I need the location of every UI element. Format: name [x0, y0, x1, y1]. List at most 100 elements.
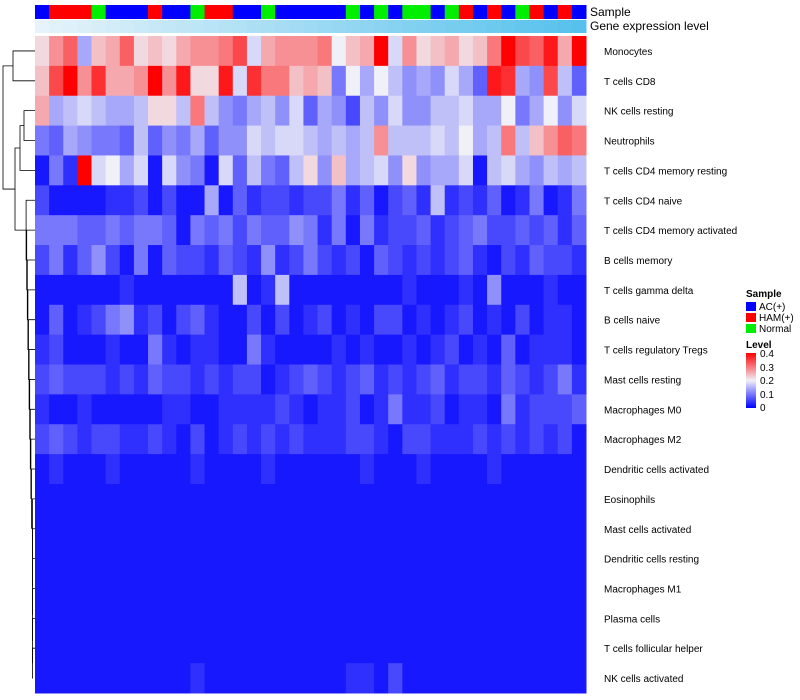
heatmap-cell — [148, 633, 163, 664]
heatmap-cell — [105, 36, 121, 67]
heatmap-cell — [515, 603, 530, 634]
heatmap-cell — [49, 543, 64, 575]
heatmap-cell — [416, 245, 432, 276]
heatmap-cell — [275, 304, 290, 336]
heatmap-cell — [571, 125, 587, 156]
heatmap-cell — [317, 95, 333, 127]
gene-expression-annotation-cell — [190, 20, 206, 33]
row-label: Macrophages M1 — [604, 584, 682, 595]
heatmap-cell — [472, 185, 488, 216]
heatmap-cell — [105, 663, 121, 694]
heatmap-cell — [49, 573, 64, 604]
heatmap-cell — [190, 573, 206, 604]
heatmap-cell — [91, 125, 107, 156]
heatmap-cell — [218, 155, 234, 186]
heatmap-cell — [345, 304, 361, 336]
heatmap-cell — [261, 483, 276, 515]
heatmap-cell — [91, 185, 107, 216]
heatmap-cell — [77, 334, 93, 365]
heatmap-cell — [430, 274, 446, 306]
heatmap-cell — [275, 245, 290, 276]
heatmap-cell — [91, 603, 107, 634]
heatmap-cell — [472, 274, 488, 306]
heatmap-cell — [176, 95, 191, 127]
heatmap-cell — [444, 573, 460, 604]
heatmap-cell — [543, 95, 559, 127]
heatmap-cell — [91, 95, 107, 127]
heatmap-cell — [359, 543, 375, 575]
heatmap-cell — [402, 95, 417, 127]
heatmap-cell — [162, 364, 177, 395]
heatmap-cell — [317, 334, 333, 365]
heatmap-cell — [246, 185, 262, 216]
sample-annotation-cell — [472, 5, 488, 19]
heatmap-cell — [133, 155, 149, 186]
heatmap-cell — [162, 513, 177, 545]
heatmap-cell — [359, 424, 375, 455]
heatmap-cell — [133, 304, 149, 336]
heatmap-cell — [77, 95, 93, 127]
heatmap-cell — [388, 424, 403, 455]
heatmap-cell — [91, 36, 107, 67]
heatmap-cell — [232, 394, 248, 425]
heatmap-cell — [402, 125, 417, 156]
heatmap-cell — [77, 125, 93, 156]
row-label: Monocytes — [604, 47, 652, 58]
sample-annotation-cell — [148, 5, 163, 19]
heatmap-cell — [63, 155, 78, 186]
heatmap-cell — [303, 394, 319, 425]
heatmap-cell — [430, 125, 446, 156]
heatmap-cell — [345, 185, 361, 216]
heatmap-cell — [515, 155, 530, 186]
heatmap-cell — [472, 603, 488, 634]
heatmap-cell — [49, 274, 64, 306]
legend-swatch-normal — [746, 324, 756, 333]
heatmap-cell — [388, 513, 403, 545]
heatmap-cell — [77, 155, 93, 186]
heatmap-cell — [133, 603, 149, 634]
heatmap-cell — [275, 483, 290, 515]
heatmap-cell — [402, 543, 417, 575]
heatmap-cell — [204, 304, 220, 336]
heatmap-cell — [49, 603, 64, 634]
heatmap-cell — [289, 274, 304, 306]
heatmap-cell — [49, 424, 64, 455]
heatmap-cell — [148, 364, 163, 395]
heatmap-cell — [91, 274, 107, 306]
heatmap-cell — [246, 394, 262, 425]
heatmap-cell — [35, 424, 50, 455]
heatmap-cell — [472, 573, 488, 604]
heatmap-cell — [246, 125, 262, 156]
heatmap-cell — [557, 364, 573, 395]
heatmap-cell — [458, 603, 474, 634]
heatmap-cell — [176, 483, 191, 515]
heatmap-cell — [444, 65, 460, 97]
heatmap-cell — [148, 454, 163, 485]
heatmap-cell — [49, 633, 64, 664]
heatmap-cell — [275, 513, 290, 545]
heatmap-cell — [487, 513, 502, 545]
heatmap-cell — [275, 454, 290, 485]
heatmap-cell — [133, 274, 149, 306]
heatmap-cell — [91, 454, 107, 485]
heatmap-cell — [204, 36, 220, 67]
heatmap-cell — [133, 633, 149, 664]
heatmap-cell — [374, 245, 389, 276]
heatmap-cell — [176, 513, 191, 545]
heatmap-cell — [557, 125, 573, 156]
heatmap-cell — [105, 125, 121, 156]
heatmap-cell — [148, 245, 163, 276]
heatmap-cell — [515, 394, 530, 425]
heatmap-cell — [261, 65, 276, 97]
heatmap-cell — [232, 483, 248, 515]
heatmap-cell — [148, 95, 163, 127]
heatmap-cell — [345, 543, 361, 575]
heatmap-cell — [402, 185, 417, 216]
sample-annotation-cell — [416, 5, 432, 19]
heatmap-cell — [374, 274, 389, 306]
heatmap-cell — [529, 215, 545, 246]
heatmap-cell — [246, 543, 262, 575]
heatmap-cell — [246, 334, 262, 365]
heatmap-cell — [317, 483, 333, 515]
